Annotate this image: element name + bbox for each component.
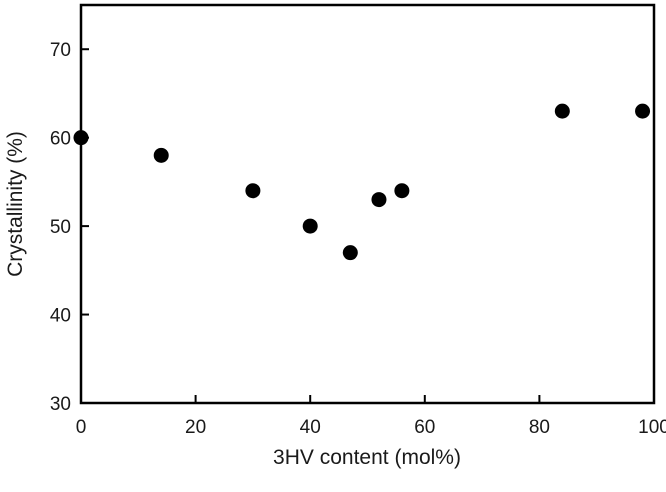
y-tick-label: 70	[50, 40, 71, 61]
x-tick-label: 60	[414, 417, 435, 438]
data-point	[245, 183, 261, 199]
x-axis: 0 20 40 60 80 100	[76, 395, 666, 438]
x-tick-label: 80	[529, 417, 550, 438]
data-point	[153, 147, 169, 163]
data-points	[73, 103, 651, 261]
y-tick-label: 60	[50, 129, 71, 150]
data-point	[371, 192, 387, 208]
data-point	[635, 103, 651, 119]
y-tick-label: 50	[50, 217, 71, 238]
data-point	[73, 130, 89, 146]
x-tick-label: 20	[185, 417, 206, 438]
y-tick-label: 30	[50, 394, 71, 415]
plot-area-frame	[79, 3, 656, 405]
y-axis: 30 40 50 60 70	[50, 40, 89, 415]
y-tick-label: 40	[50, 306, 71, 327]
data-point	[302, 218, 318, 234]
x-tick-label: 40	[300, 417, 321, 438]
data-point	[342, 245, 358, 261]
x-tick-label: 100	[638, 417, 666, 438]
x-axis-title: 3HV content (mol%)	[273, 446, 461, 469]
data-point	[394, 183, 410, 199]
x-tick-label: 0	[76, 417, 87, 438]
data-point	[554, 103, 570, 119]
y-axis-title: Crystallinity (%)	[4, 131, 27, 277]
